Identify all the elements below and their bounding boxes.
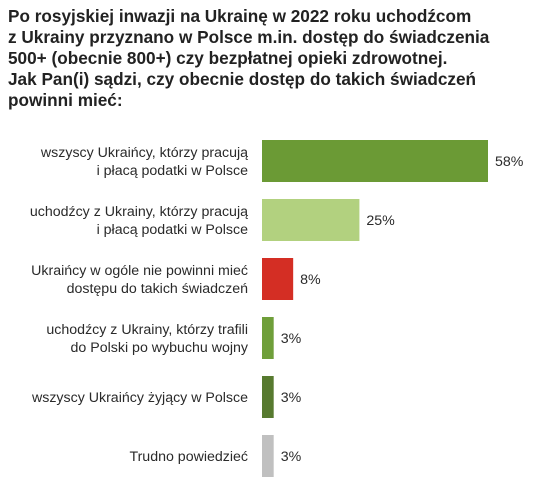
bar-2 xyxy=(262,258,294,300)
value-labels-group: 58% 25% 8% 3% 3% 3% xyxy=(281,154,524,465)
category-label-1-line-0: uchodźcy z Ukrainy, którzy pracują xyxy=(30,204,248,220)
category-label-0-line-0: wszyscy Ukraińcy, którzy pracują xyxy=(40,145,248,161)
category-label-3-line-0: uchodźcy z Ukrainy, którzy trafili xyxy=(46,322,248,338)
bars-group xyxy=(262,140,488,477)
category-label-5-line-0: Trudno powiedzieć xyxy=(129,449,248,465)
category-label-1-line-1: i płacą podatki w Polsce xyxy=(97,222,249,238)
category-label-0-line-1: i płacą podatki w Polsce xyxy=(97,163,249,179)
category-labels-group: wszyscy Ukraińcy, którzy pracują i płacą … xyxy=(30,145,249,465)
bar-3 xyxy=(262,317,274,359)
category-label-2-line-1: dostępu do takich świadczeń xyxy=(67,281,248,297)
value-label-3: 3% xyxy=(281,331,302,347)
bar-5 xyxy=(262,435,274,477)
value-label-4: 3% xyxy=(281,390,302,406)
value-label-2: 8% xyxy=(300,272,321,288)
value-label-0: 58% xyxy=(495,154,524,170)
bar-0 xyxy=(262,140,488,182)
category-label-4-line-0: wszyscy Ukraińcy żyjący w Polsce xyxy=(31,390,248,406)
bar-1 xyxy=(262,199,360,241)
category-label-2-line-0: Ukraińcy w ogóle nie powinni mieć xyxy=(31,263,248,279)
value-label-1: 25% xyxy=(366,213,395,229)
bar-4 xyxy=(262,376,274,418)
category-label-3-line-1: do Polski po wybuchu wojny xyxy=(71,340,249,356)
chart-title: Po rosyjskiej inwazji na Ukrainę w 2022 … xyxy=(8,6,490,110)
value-label-5: 3% xyxy=(281,449,302,465)
